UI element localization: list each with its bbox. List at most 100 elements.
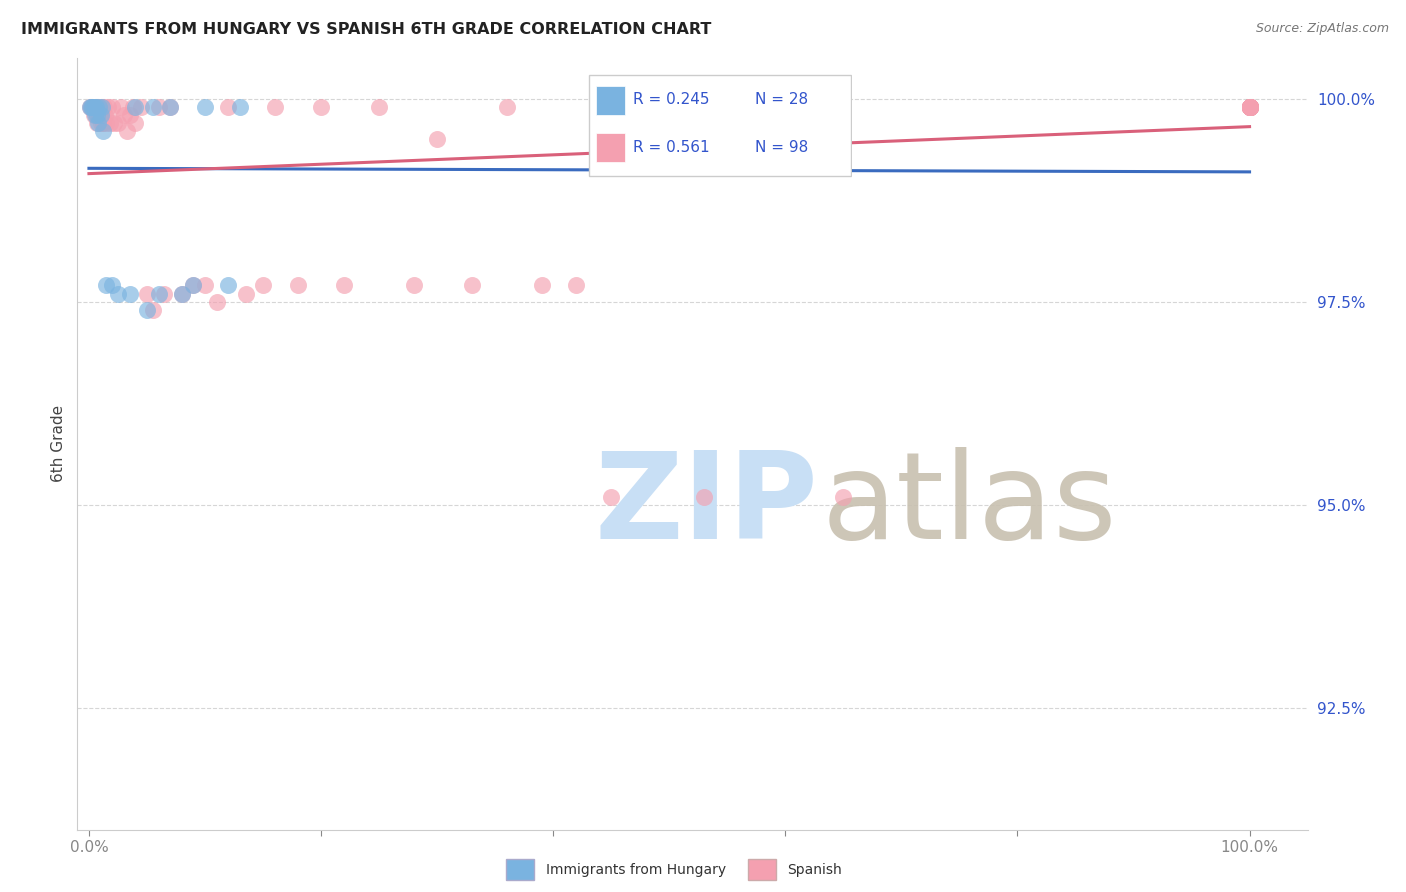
Point <box>83 100 105 114</box>
Point <box>1239 100 1261 114</box>
Point <box>634 100 657 114</box>
Point <box>1239 100 1261 114</box>
Point <box>82 100 104 114</box>
Point <box>183 278 205 293</box>
Point <box>263 100 285 114</box>
Point <box>96 100 118 114</box>
Bar <box>748 859 776 880</box>
Point <box>309 100 332 114</box>
Point <box>1239 100 1261 114</box>
Point <box>89 100 111 114</box>
Point <box>122 100 145 114</box>
Point <box>217 100 239 114</box>
Point <box>1239 100 1261 114</box>
Text: Immigrants from Hungary: Immigrants from Hungary <box>546 863 725 877</box>
Point <box>1239 100 1261 114</box>
Point <box>136 286 159 301</box>
Point <box>84 108 107 122</box>
Point <box>217 278 239 293</box>
Point <box>1239 100 1261 114</box>
Point <box>1239 100 1261 114</box>
Y-axis label: 6th Grade: 6th Grade <box>51 405 66 483</box>
Point <box>693 490 716 504</box>
Point <box>1239 100 1261 114</box>
Point <box>96 278 118 293</box>
Point <box>159 100 181 114</box>
Point <box>229 100 252 114</box>
Point <box>159 100 181 114</box>
Point <box>112 108 135 122</box>
Point <box>103 116 125 130</box>
Point <box>91 116 114 130</box>
Point <box>90 100 112 114</box>
Point <box>1239 100 1261 114</box>
Point <box>118 108 141 122</box>
Point <box>110 100 132 114</box>
Point <box>565 278 588 293</box>
Point <box>79 100 101 114</box>
Point <box>1239 100 1261 114</box>
Point <box>148 100 170 114</box>
Point <box>93 100 115 114</box>
Point <box>1239 100 1261 114</box>
Text: Source: ZipAtlas.com: Source: ZipAtlas.com <box>1256 22 1389 36</box>
Point <box>194 278 217 293</box>
Point <box>426 132 449 146</box>
Point <box>94 108 117 122</box>
Text: IMMIGRANTS FROM HUNGARY VS SPANISH 6TH GRADE CORRELATION CHART: IMMIGRANTS FROM HUNGARY VS SPANISH 6TH G… <box>21 22 711 37</box>
Point <box>1239 100 1261 114</box>
Point <box>1239 100 1261 114</box>
Text: atlas: atlas <box>821 447 1118 564</box>
Point <box>107 286 129 301</box>
Point <box>775 100 797 114</box>
Point <box>658 100 681 114</box>
Point <box>1239 100 1261 114</box>
Point <box>402 278 425 293</box>
Point <box>1239 100 1261 114</box>
Point <box>83 100 105 114</box>
Point <box>832 490 855 504</box>
Point <box>1239 100 1261 114</box>
Point <box>101 100 124 114</box>
Point <box>86 116 108 130</box>
Text: Spanish: Spanish <box>787 863 842 877</box>
Point <box>235 286 257 301</box>
Point <box>1239 100 1261 114</box>
Point <box>1239 100 1261 114</box>
Point <box>83 108 105 122</box>
Point <box>96 116 118 130</box>
Point <box>136 302 159 317</box>
Point <box>1239 100 1261 114</box>
Point <box>530 278 553 293</box>
Point <box>1239 100 1261 114</box>
Point <box>600 490 623 504</box>
Point <box>1239 100 1261 114</box>
Text: ZIP: ZIP <box>595 447 818 564</box>
Point <box>1239 100 1261 114</box>
Point <box>1239 100 1261 114</box>
Point <box>170 286 193 301</box>
Point <box>86 100 108 114</box>
Point <box>83 108 105 122</box>
Bar <box>506 859 534 880</box>
Point <box>1239 100 1261 114</box>
Point <box>98 116 121 130</box>
Point <box>1239 100 1261 114</box>
Point <box>90 108 112 122</box>
Point <box>252 278 274 293</box>
Point <box>368 100 391 114</box>
Point <box>107 116 129 130</box>
Point <box>87 116 110 130</box>
Point <box>1239 100 1261 114</box>
Point <box>90 100 112 114</box>
Point <box>1239 100 1261 114</box>
Point <box>1239 100 1261 114</box>
Point <box>87 100 110 114</box>
Point <box>1239 100 1261 114</box>
Point <box>287 278 309 293</box>
Point <box>124 116 146 130</box>
Point <box>84 100 107 114</box>
Point <box>142 302 165 317</box>
Point <box>461 278 484 293</box>
Point <box>115 124 138 138</box>
